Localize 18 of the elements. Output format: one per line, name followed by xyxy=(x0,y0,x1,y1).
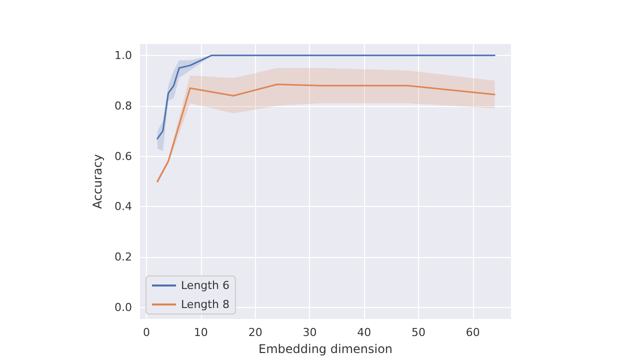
x-axis-title: Embedding dimension xyxy=(258,342,393,356)
x-tick-label: 50 xyxy=(412,326,426,339)
y-axis-title: Accuracy xyxy=(90,154,105,209)
y-tick-label: 0.8 xyxy=(114,99,132,112)
x-tick-label: 30 xyxy=(302,326,317,339)
legend-label: Length 6 xyxy=(181,279,230,292)
y-tick-label: 0.4 xyxy=(114,200,132,214)
y-tick-label: 0.0 xyxy=(114,301,132,314)
line-series xyxy=(156,84,496,182)
x-tick-label: 60 xyxy=(466,326,480,339)
y-tick-label: 0.6 xyxy=(114,150,132,163)
x-tick-label: 10 xyxy=(194,326,208,339)
x-tick-label: 0 xyxy=(143,326,150,339)
y-tick-label: 1.0 xyxy=(114,48,132,62)
legend-label: Length 8 xyxy=(181,298,230,311)
y-tick-label: 0.2 xyxy=(114,250,132,264)
x-tick-label: 40 xyxy=(357,326,372,339)
x-tick-label: 20 xyxy=(248,326,262,339)
